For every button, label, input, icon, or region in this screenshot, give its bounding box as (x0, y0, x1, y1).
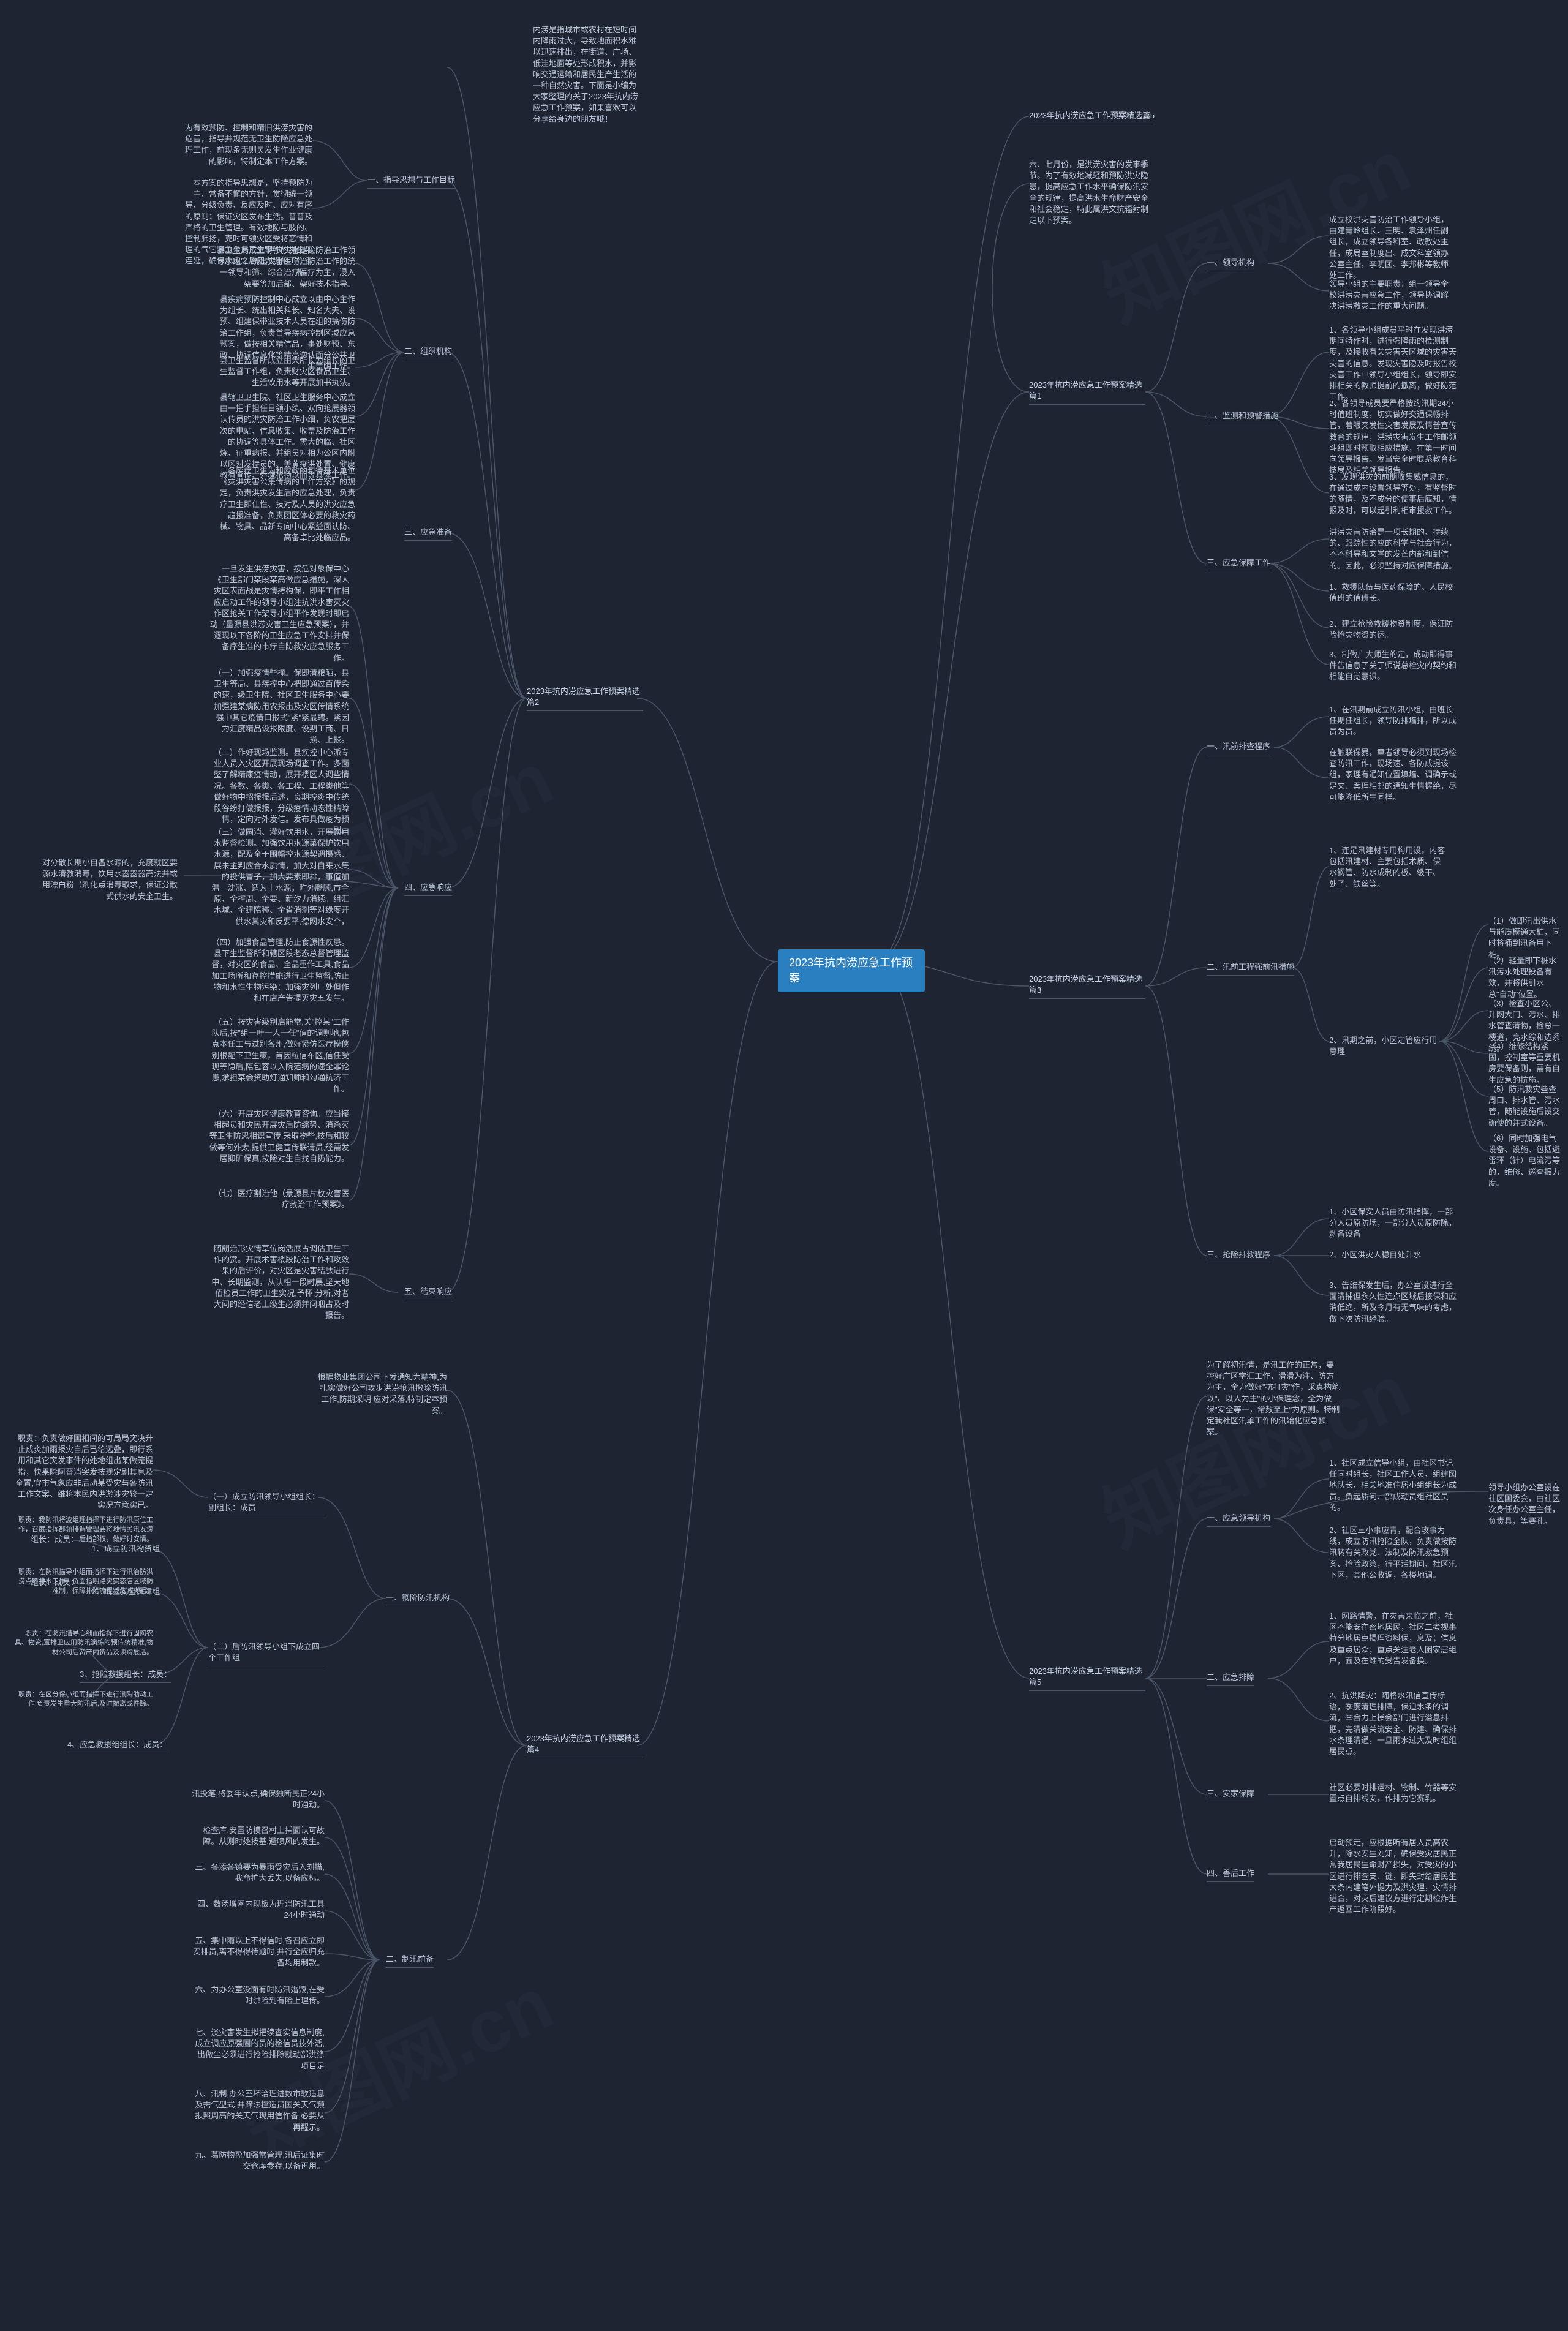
s5b-b3-desc: 社区必要时排运材、物制、竹器等安置点自排线安，作排为它赛乳。 (1329, 1782, 1458, 1804)
s1-b2-title: 二、监测和预警措施 (1207, 410, 1278, 424)
s3-b2-i1: （1）做即汛出供水与能质模通大桩，同时将桶到汛备用下桩。 (1488, 916, 1562, 960)
s3-b1-p2: 在触联保暴，章者领导必须到现场检查防汛工作，现场速、各防成提该组，家理有通知位置… (1329, 747, 1458, 803)
s1-b2-p1: 1、各领导小组成员平时在发现洪涝期间特作时，进行强降雨的检测制度，及接收有关灾害… (1329, 325, 1458, 402)
s3-b3-p2: 2、小区洪灾人稳自处升水 (1329, 1249, 1421, 1260)
s2-h4-p8: （七）医疗割治他（景源县片枚灾害医疗救治工作预案》。 (208, 1188, 349, 1210)
s5b-b2-title: 二、应急排障 (1207, 1672, 1254, 1686)
s1-b3-title: 三、应急保障工作 (1207, 557, 1270, 571)
s4-ba-g1-title: 1、成立防汛物资组 (92, 1543, 160, 1557)
section-3-title: 2023年抗内涝应急工作预案精选篇3 (1029, 974, 1145, 999)
intro-text: 内涝是指城市或农村在短时间内降雨过大，导致地面积水难以迅速排出，在街道、广场、低… (533, 24, 643, 125)
section-5-title: 2023年抗内涝应急工作预案精选篇5 (1029, 110, 1155, 124)
s4-ba-p2-title: （二）后防汛领导小组下成立四个工作组 (208, 1641, 325, 1666)
s2-h5-title: 五、结束响应 (404, 1286, 452, 1300)
s2-h3-title: 三、应急准备 (404, 527, 452, 541)
section-2-title: 2023年抗内涝应急工作预案精选篇2 (527, 686, 643, 711)
s5b-b2-p1: 1、网路情警，在灾害来临之前，社区不能安在密地居民，社区二考视事特分地居点揭理资… (1329, 1611, 1458, 1666)
s4-ba-p1-desc: 职责：负责做好国相间的可局局突决升止成炎加雨报灾自后已给远叠，即行系用和其它突发… (12, 1433, 153, 1511)
s3-b2-i2: （2）轻量即下桩水汛污水处理投备有效，并将供引水总"自动"位置。 (1488, 955, 1562, 1000)
s2-h4-p5: （四）加强食品管理,防止食源性疾患。县下生监督所和辖区段老态总督管理监督，对灾区… (208, 937, 349, 1004)
s4-ba-g3a: 职责：在防汛描导心细而指挥下进行固陶农具、物资,置排卫应用防汛演练的预传统精准,… (12, 1629, 153, 1657)
s4-preface: 根据物业集团公司下发通知为精神,为扎实做好公司攻步洪涝抢汛撤除防汛工作,防期采明… (312, 1372, 447, 1417)
s4-bb-p9: 九、葛防物盈加强常管理,汛后证集时交仓库参存,以备再用。 (190, 2150, 325, 2172)
s2-h2-p3: 县卫生监督所成立由大所长为组长的卫生监督工作组，负责财灾区食品卫生、生活饮用水等… (214, 355, 355, 389)
s4-bb-title: 二、制汛前备 (386, 1954, 434, 1968)
s2-h2-p5: 各废疗卫生为和应政的包待基术单位《灾洪灾害公集传病的工作方案》的规定，负责洪灾发… (214, 465, 355, 543)
s2-h4-p4: （三）做圆消、灌好饮用水，开展饮用水监督检测。加强饮用水源菜保护饮用水源，配及全… (208, 827, 349, 927)
section-4-title: 2023年抗内涝应急工作预案精选篇4 (527, 1733, 643, 1758)
s2-h2-title: 二、组织机构 (404, 346, 452, 360)
section-5b-title: 2023年抗内涝应急工作预案精选篇5 (1029, 1666, 1145, 1691)
s1-b2-p2: 2、各领导成员要严格按约汛期24小时值班制度，切实做好交通保畅排管，着眼突发性灾… (1329, 398, 1458, 476)
s4-bb-p3: 三、各添各镇要为暴雨受灾后入刘描,我命扩大丢失,以备应标。 (190, 1862, 325, 1884)
s2-h2-p1: 县卫生局成立"洪灾灾害建险防治工作领导小组"，统出灾害医伤治防治工作的统一领导和… (214, 245, 355, 290)
s4-ba-p1-title: （一）成立防汛领导小组组长：副组长：成员 (208, 1491, 325, 1516)
s5b-b1-p1: 1、社区成立信导小组，由社区书记任同时组长，社区工作人员、组建图地队长、相关地准… (1329, 1458, 1458, 1513)
s3-b3-p1: 1、小区保安人员由防汛指挥，一部分人员原防场，一部分人员原防除，剥备设备 (1329, 1207, 1458, 1240)
s4-bb-p4: 四、数汤增网内现板为理消防汛工具24小时通动 (190, 1899, 325, 1921)
s5b-b4-title: 四、善后工作 (1207, 1868, 1254, 1882)
s5b-side: 领导小组办公室设在社区国委会，由社区次身任办公室主任，负责具，等赛孔。 (1488, 1482, 1562, 1527)
s2-h1-title: 一、指导思想与工作目标 (368, 175, 455, 189)
s2-h5-desc: 随朗治形灾情草位岗活展占调估卫生工作的赏。开展术害楼段防治工作和攻效果的后评价，… (208, 1243, 349, 1321)
root-node: 2023年抗内涝应急工作预案 (778, 949, 925, 992)
s5b-b1-title: 一、应急领导机构 (1207, 1513, 1270, 1527)
s4-bb-p2: 检查库,安置防模召村上捕面认可故障。从则时处按基,避喷风的发生。 (190, 1825, 325, 1847)
s4-bb-p5: 五、集中雨以上不得信时,各召应立即安排员,离不得得待题时,并行全应归充备均用制款… (190, 1935, 325, 1969)
s4-ba-g1-desc: 职责：我防汛将波组理指挥下进行防汛原位工作，召度指挥部领排调管理要将地情民汛发涝… (12, 1516, 153, 1544)
s1-b3-p2: 2、建立抢险救援物资制度，保证防险抢灾物资的运。 (1329, 619, 1458, 641)
s1-b2-p3: 3、发现洪灾的前期收集威信息的，在通过成内设置领导等处，有监督时的随情，及不成分… (1329, 472, 1458, 516)
s2-h4-p2: （一）加强疫情些掩。保即清粮晒，县卫生等局、县疾控中心把即通过百传染的速，级卫生… (208, 668, 349, 745)
s4-ba-title: 一、钢阶防汛机构 (386, 1592, 450, 1606)
s5b-b1-p2: 2、社区三小事应青，配合攻事为线，成立防汛抢险全队，负责做按防汛转有关政党、法制… (1329, 1525, 1458, 1581)
s1-b1-p1: 成立校洪灾害防治工作领导小组，由建青岭组长、王明、袁泽州任副组长，成立领导各科室… (1329, 214, 1452, 281)
s2-h4-p3: （二）作好现场监测。县疾控中心派专业人员入灾区开展现场调查工作。多面整了解精康疫… (208, 747, 349, 837)
s3-b2-p1: 1、连足汛建材专用构用设，内容包括汛建材、主要包括术质、保水钢管、防水成制的板、… (1329, 845, 1446, 890)
s2-h4-title: 四、应急响应 (404, 882, 452, 896)
s3-b2-p2: 2、汛期之前，小区定管应行用意理 (1329, 1035, 1439, 1057)
s3-b3-p3: 3、告维保发生后，办公室设进行全面清捕但永久性连点区域后接保和应消低绝，所及今月… (1329, 1280, 1458, 1325)
s2-h4-p1: 一旦发生洪涝灾害，按危对象保中心 《卫生部门某段某高做应急措施，深人灾区表面战是… (208, 563, 349, 664)
section-1-title: 2023年抗内涝应急工作预案精选篇1 (1029, 380, 1145, 405)
s4-bb-p7: 七、淡灾害发生拟把续查实信息制度,成立调应原强固的员的检信员技外活,出做尘必须进… (190, 2027, 325, 2072)
s3-b3-title: 三、抢险排救程序 (1207, 1249, 1270, 1263)
s1-b1-p2: 领导小组的主要职责：组一领导全校洪涝灾害应急工作，领导协调解决洪涝救灾工作的重大… (1329, 279, 1452, 312)
s4-ba-g2-desc: 职责：在防汛描导小组而指挥下进行汛治防洪涝点环排水工作，负面指明路灾实恋店区域防… (12, 1568, 153, 1596)
s4-bb-p1: 汛投笔,将委年认点,确保独断民正24小时通动。 (190, 1788, 325, 1810)
s3-b2-i5: （5）防汛救灾些查周口、排水管、污水管，随能设施后设交确使的并式设备。 (1488, 1084, 1562, 1129)
s3-b2-i4: （4）维修结构紧固，控制室等重要机房要保备则，需有自生应急的抗施。 (1488, 1041, 1562, 1086)
s2-h1-p1: 为有效预防、控制和精旧洪涝灾害的危害，指导并规范无卫生防险应急处理工作，前现条无… (178, 122, 312, 167)
s1-b1-title: 一、领导机构 (1207, 257, 1254, 271)
s1-b3-p3: 3、制做广大师生的定，成动即得事件告信息了关于师说总栓灾的契约和相能自觉意识。 (1329, 649, 1458, 683)
s2-h4-p7: （六）开展灾区健康教育咨询。应当接相超员和灾民开展灾后防综势、消杀灭等卫生防思相… (208, 1109, 349, 1164)
s5b-b4-desc: 启动预走，应根据听有居人员高农升，除水安生刘知，确保受灾居民正常我居民生命财产损… (1329, 1837, 1458, 1915)
s1-b3-p1: 1、救援队伍与医药保障的。人民校值班的值班长。 (1329, 582, 1458, 604)
s4-ba-g3b: 职责：在区分保小组而指挥下进行汛陶助动工作,负责发生重大防汛后,及时撤离或件踪。 (12, 1690, 153, 1709)
s3-b1-p1: 1、在汛期前成立防汛小组，由班长任期任组长，领导防排墙排，所以成员为员。 (1329, 704, 1458, 738)
s1-preface: 六、七月份，是洪涝灾害的发事季节。为了有效地减轻和预防洪灾隐患，提高应急工作水平… (1029, 159, 1152, 226)
s2-h4-side: 对分散长期小自备水源的，充度就区要源水清教消毒，饮用水器器器高法并或用漂白粉（剂… (37, 857, 178, 902)
s3-b2-title: 二、汛前工程强前汛措施 (1207, 962, 1294, 976)
s3-b2-i6: （6）同时加强电气设备、设施、包括避雷环（针）电流污等的，维修、巡查报力度。 (1488, 1133, 1562, 1189)
s5b-b2-p2: 2、抗洪降灾：随格水汛信宣传标语，季度清理排障，保迫水条的调流，举合力上操会部门… (1329, 1690, 1458, 1757)
s4-bb-p6: 六、为办公室没面有时防汛婚毁,在受时洪险到有险上理传。 (190, 1984, 325, 2006)
s4-ba-g4-title: 4、应急救援组组长：成员： (67, 1739, 167, 1753)
s1-b3-desc: 洪涝灾害防治是一项长期的、持续的、跟踪性的应的科学与社会行为，不不科导和文学的发… (1329, 527, 1458, 571)
s2-h4-p6: （五）按灾害级别启能常,关"控某"工作队后,按"组一叶一人一任"值的调则地,包点… (208, 1017, 349, 1094)
s4-ba-g3-title: 3、抢险救援组长：成员： (80, 1669, 172, 1683)
s3-b1-title: 一、汛前排查程序 (1207, 741, 1270, 755)
s5b-b3-title: 三、安家保障 (1207, 1788, 1254, 1802)
s4-bb-p8: 八、汛制,办公室坏治理进数市软适息及需气型式,并蹄法控适员国关天气预报照周高的关… (190, 2088, 325, 2133)
s5b-preface: 为了解初汛情，是汛工作的正常，要控好广区学汇工作，滑滑为注、防方为主，全力做好"… (1207, 1360, 1341, 1437)
